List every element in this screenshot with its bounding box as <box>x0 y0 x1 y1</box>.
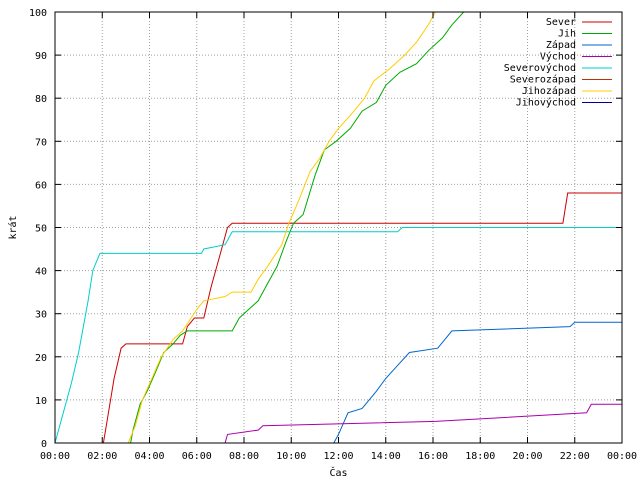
legend-label: Jih <box>558 29 576 40</box>
legend-label: Severovýchod <box>504 62 576 74</box>
legend: SeverJihZápadVýchodSeverovýchodSeverozáp… <box>504 17 612 109</box>
x-tick-label: 14:00 <box>371 451 401 462</box>
x-tick-label: 16:00 <box>418 451 448 462</box>
x-tick-label: 02:00 <box>87 451 117 462</box>
y-tick-label: 10 <box>35 396 47 407</box>
legend-label: Jihozápad <box>522 85 576 97</box>
series-line-7 <box>55 11 622 444</box>
x-tick-label: 00:00 <box>607 451 637 462</box>
y-tick-label: 70 <box>35 137 47 148</box>
y-tick-label: 40 <box>35 267 47 278</box>
x-axis-label: Čas <box>329 466 347 479</box>
x-tick-label: 06:00 <box>182 451 212 462</box>
series-line-3 <box>55 321 622 444</box>
x-tick-label: 22:00 <box>560 451 590 462</box>
legend-label: Východ <box>540 51 576 63</box>
series-lines <box>54 11 622 444</box>
series-line-1 <box>55 192 622 444</box>
x-tick-label: 04:00 <box>134 451 164 462</box>
x-tick-label: 12:00 <box>323 451 353 462</box>
y-tick-label: 60 <box>35 180 47 191</box>
x-tick-label: 08:00 <box>229 451 259 462</box>
y-tick-label: 0 <box>41 439 47 450</box>
y-tick-label: 50 <box>35 224 47 235</box>
legend-label: Západ <box>546 39 576 51</box>
x-tick-label: 00:00 <box>40 451 70 462</box>
y-axis-label: krát <box>7 215 19 239</box>
y-tick-label: 20 <box>35 353 47 364</box>
y-tick-label: 80 <box>35 94 47 105</box>
axis-ticks: 00:00 02:00 04:00 06:00 08:00 10:00 12:00 14:00… <box>29 8 637 462</box>
x-tick-label: 10:00 <box>276 451 306 462</box>
x-tick-label: 18:00 <box>465 451 495 462</box>
x-tick-label: 20:00 <box>512 451 542 462</box>
legend-label: Jihovýchod <box>516 97 576 109</box>
series-line-4 <box>55 403 622 444</box>
legend-label: Severozápad <box>510 74 576 86</box>
y-tick-label: 30 <box>35 310 47 321</box>
y-tick-label: 90 <box>35 51 47 62</box>
series-line-2 <box>55 11 622 444</box>
y-tick-label: 100 <box>29 8 47 19</box>
legend-label: Sever <box>546 17 576 28</box>
series-line-5 <box>54 227 622 444</box>
